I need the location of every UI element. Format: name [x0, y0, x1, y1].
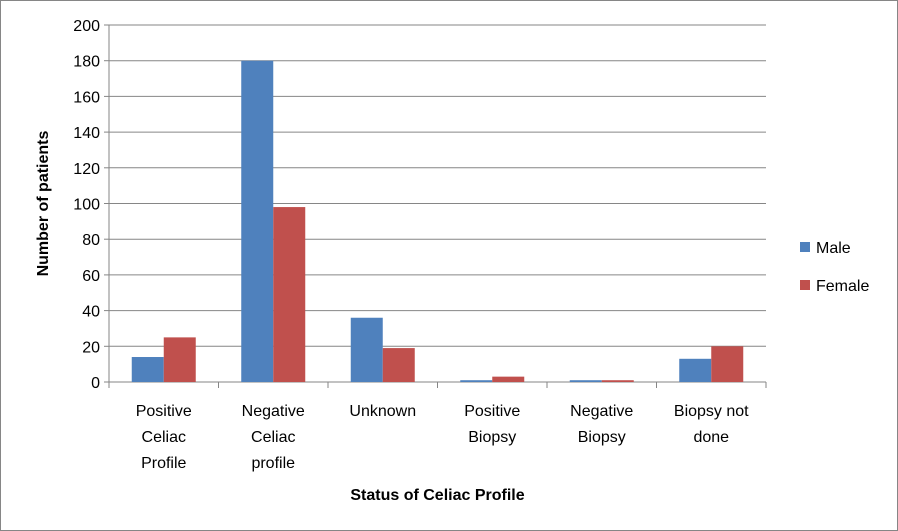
y-tick-label: 100: [73, 197, 100, 214]
x-axis-title: Status of Celiac Profile: [350, 487, 524, 504]
x-tick-label: Biopsy: [578, 429, 626, 446]
bar-male: [679, 358, 712, 382]
y-tick-label: 120: [73, 161, 100, 178]
x-tick-label: Celiac: [142, 429, 186, 446]
y-tick-label: 160: [73, 89, 100, 106]
y-tick-label: 180: [73, 54, 100, 71]
y-tick-label: 40: [82, 304, 100, 321]
bar-male: [350, 317, 383, 382]
x-tick-label: done: [693, 429, 729, 446]
bar-female: [492, 376, 525, 382]
y-tick-label: 80: [82, 232, 100, 249]
bar-female: [273, 207, 306, 382]
x-tick-label: Celiac: [251, 429, 295, 446]
y-tick-label: 20: [82, 339, 100, 356]
y-tick-label: 140: [73, 125, 100, 142]
bar-male: [569, 380, 602, 382]
bar-female: [382, 348, 415, 382]
y-tick-label: 200: [73, 18, 100, 35]
bar-male: [460, 380, 493, 382]
x-tick-label: Profile: [141, 455, 186, 472]
x-tick-label: Positive: [136, 403, 192, 420]
x-tick-label: Unknown: [349, 403, 416, 420]
bar-female: [601, 380, 634, 382]
x-tick-label: Biopsy: [468, 429, 516, 446]
x-tick-label: Positive: [464, 403, 520, 420]
x-tick-label: Negative: [242, 403, 305, 420]
bar-male: [241, 60, 274, 382]
bar-male: [131, 357, 164, 382]
y-tick-label: 60: [82, 268, 100, 285]
y-tick-label: 0: [91, 375, 100, 392]
y-axis-title: Number of patients: [35, 131, 52, 277]
x-tick-label: Negative: [570, 403, 633, 420]
x-tick-label: Biopsy not: [674, 403, 749, 420]
legend-label-male: Male: [816, 240, 851, 257]
x-tick-label: profile: [251, 455, 295, 472]
bar-female: [163, 337, 196, 382]
legend-swatch-male: [800, 242, 810, 252]
legend-swatch-female: [800, 280, 810, 290]
legend-label-female: Female: [816, 278, 869, 295]
bar-female: [711, 346, 744, 382]
